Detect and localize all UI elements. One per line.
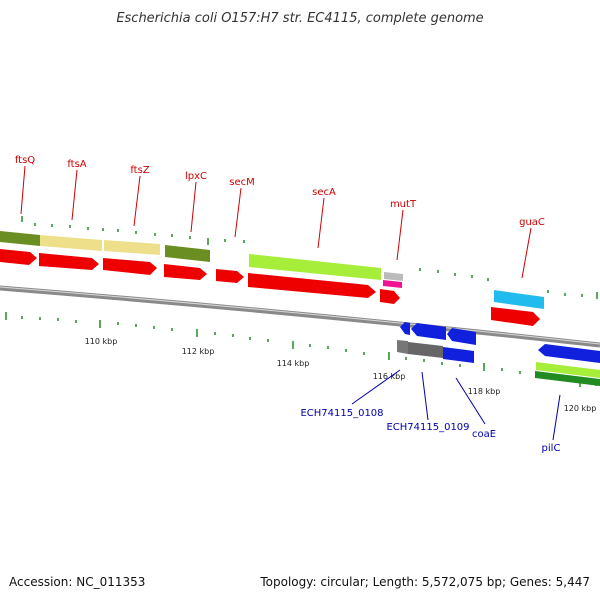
kbp-label-116: 116 kbp <box>373 372 406 381</box>
cds-5[interactable] <box>216 269 244 283</box>
gene-ECH74115_0109[interactable] <box>408 342 443 358</box>
bottom-label-leaders <box>351 369 561 441</box>
cds-7[interactable] <box>380 289 400 304</box>
cds-blue-2[interactable] <box>411 323 446 340</box>
cds-8[interactable] <box>491 307 540 326</box>
gene-guaC[interactable] <box>494 290 544 309</box>
gene-ftsZ[interactable] <box>104 240 160 255</box>
gene-ftsA[interactable] <box>40 235 102 251</box>
gene-label-ftsZ[interactable]: ftsZ <box>130 165 149 176</box>
gene-blocks-lower <box>397 322 600 386</box>
kbp-label-112: 112 kbp <box>182 347 215 356</box>
gene-coaE[interactable] <box>443 347 474 363</box>
cds-blue-3[interactable] <box>447 328 476 345</box>
gene-secA[interactable] <box>249 254 381 280</box>
cds-1[interactable] <box>0 249 37 265</box>
lower-tick-row <box>5 312 597 387</box>
gene-label-ftsA[interactable]: ftsA <box>67 159 86 170</box>
cds-blue-1[interactable] <box>400 322 410 335</box>
genome-backbone <box>0 285 600 348</box>
gene-mutT-lower[interactable] <box>383 280 402 288</box>
gene-label-secA[interactable]: secA <box>312 187 336 198</box>
map-title: Escherichia coli O157:H7 str. EC4115, co… <box>116 11 483 26</box>
cds-2[interactable] <box>39 253 99 270</box>
kbp-labels: 110 kbp 112 kbp 114 kbp 116 kbp 118 kbp … <box>85 337 597 413</box>
gene-label-mutT[interactable]: mutT <box>390 199 417 210</box>
top-gene-labels: ftsQ ftsA ftsZ lpxC secM secA mutT guaC <box>15 155 545 228</box>
kbp-label-114: 114 kbp <box>277 359 310 368</box>
gene-lpxC[interactable] <box>165 245 210 262</box>
kbp-label-120: 120 kbp <box>564 404 597 413</box>
genome-summary-text: Topology: circular; Length: 5,572,075 bp… <box>259 575 590 589</box>
cds-blue-4[interactable] <box>538 344 600 363</box>
gene-label-lpxC[interactable]: lpxC <box>185 171 207 182</box>
gene-label-ECH74115_0108[interactable]: ECH74115_0108 <box>300 408 383 419</box>
gene-label-pilC[interactable]: pilC <box>542 443 561 454</box>
gene-label-coaE[interactable]: coaE <box>472 429 496 440</box>
kbp-label-118: 118 kbp <box>468 387 501 396</box>
gene-ECH74115_0108[interactable] <box>397 340 408 354</box>
cds-3[interactable] <box>103 258 157 275</box>
accession-text: Accession: NC_011353 <box>9 575 145 589</box>
gene-ftsQ[interactable] <box>0 231 40 246</box>
upper-tick-row <box>21 216 598 299</box>
gene-blocks-upper <box>0 231 544 309</box>
gene-pilC-lower[interactable] <box>535 371 600 386</box>
cds-4[interactable] <box>164 264 207 280</box>
gene-pilC[interactable] <box>536 362 600 378</box>
bottom-gene-labels: ECH74115_0108 ECH74115_0109 coaE pilC <box>300 408 560 454</box>
gene-label-guaC[interactable]: guaC <box>519 217 545 228</box>
kbp-label-110: 110 kbp <box>85 337 118 346</box>
gene-label-ECH74115_0109[interactable]: ECH74115_0109 <box>386 422 469 433</box>
genome-backbone-highlight <box>0 286 600 345</box>
cds-blocks-red <box>0 249 540 326</box>
top-label-leaders <box>20 165 532 279</box>
gene-mutT[interactable] <box>384 272 403 281</box>
cds-6[interactable] <box>248 273 376 298</box>
gene-label-ftsQ[interactable]: ftsQ <box>15 155 35 166</box>
gene-label-secM[interactable]: secM <box>229 177 255 188</box>
